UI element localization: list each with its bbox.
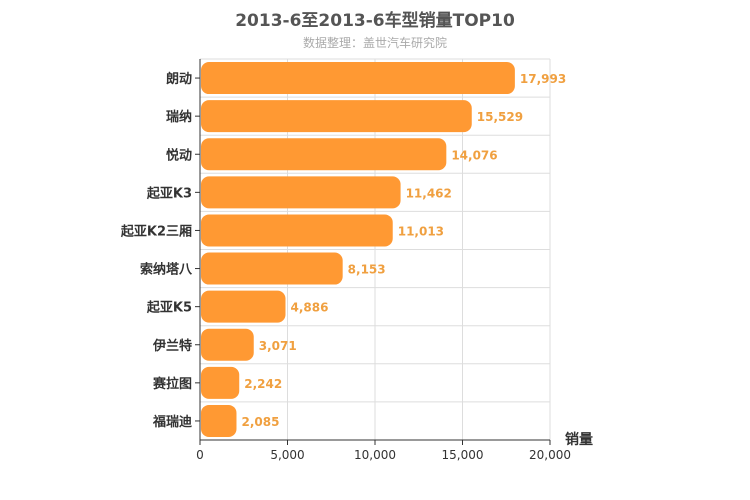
bars-layer	[201, 62, 515, 437]
category-label: 悦动	[166, 147, 192, 163]
data-label: 17,993	[520, 72, 566, 86]
bar	[201, 404, 237, 437]
labels-layer: 朗动 17,993 瑞纳 15,529 悦动 14,076 起亚K3 11,462 起亚K2三厢…	[120, 71, 566, 430]
category-label: 索纳塔八	[140, 262, 193, 278]
category-label: 瑞纳	[166, 109, 192, 125]
data-label: 15,529	[477, 110, 523, 124]
category-label: 起亚K3	[146, 185, 192, 201]
data-label: 14,076	[451, 148, 497, 162]
category-label: 起亚K2三厢	[120, 223, 192, 239]
category-label: 赛拉图	[152, 376, 192, 392]
data-label: 11,462	[406, 186, 452, 200]
data-label: 3,071	[259, 339, 297, 353]
chart-title: 2013-6至2013-6车型销量TOP10	[235, 11, 515, 31]
bar	[201, 252, 343, 285]
data-label: 2,085	[241, 415, 279, 429]
axis-layer: 0 5,000 10,000 15,000 20,000	[195, 59, 571, 462]
bar	[201, 290, 286, 323]
category-label: 起亚K5	[146, 300, 192, 316]
data-label: 11,013	[398, 224, 444, 238]
data-label: 8,153	[348, 263, 386, 277]
category-label: 伊兰特	[152, 338, 192, 354]
category-label: 朗动	[166, 71, 192, 87]
x-tick-label: 20,000	[529, 448, 571, 462]
bar	[201, 214, 393, 247]
x-tick-label: 0	[196, 448, 204, 462]
data-label: 4,886	[291, 301, 329, 315]
bar	[201, 62, 515, 95]
bar	[201, 176, 401, 209]
category-label: 福瑞迪	[152, 414, 192, 430]
bar	[201, 366, 240, 399]
chart-subtitle: 数据整理：盖世汽车研究院	[302, 36, 447, 50]
x-axis-title: 销量	[565, 431, 593, 448]
x-tick-label: 10,000	[354, 448, 396, 462]
bar	[201, 100, 472, 133]
bar	[201, 328, 254, 361]
x-tick-label: 5,000	[270, 448, 304, 462]
data-label: 2,242	[244, 377, 282, 391]
x-tick-label: 15,000	[442, 448, 484, 462]
bar	[201, 138, 447, 171]
